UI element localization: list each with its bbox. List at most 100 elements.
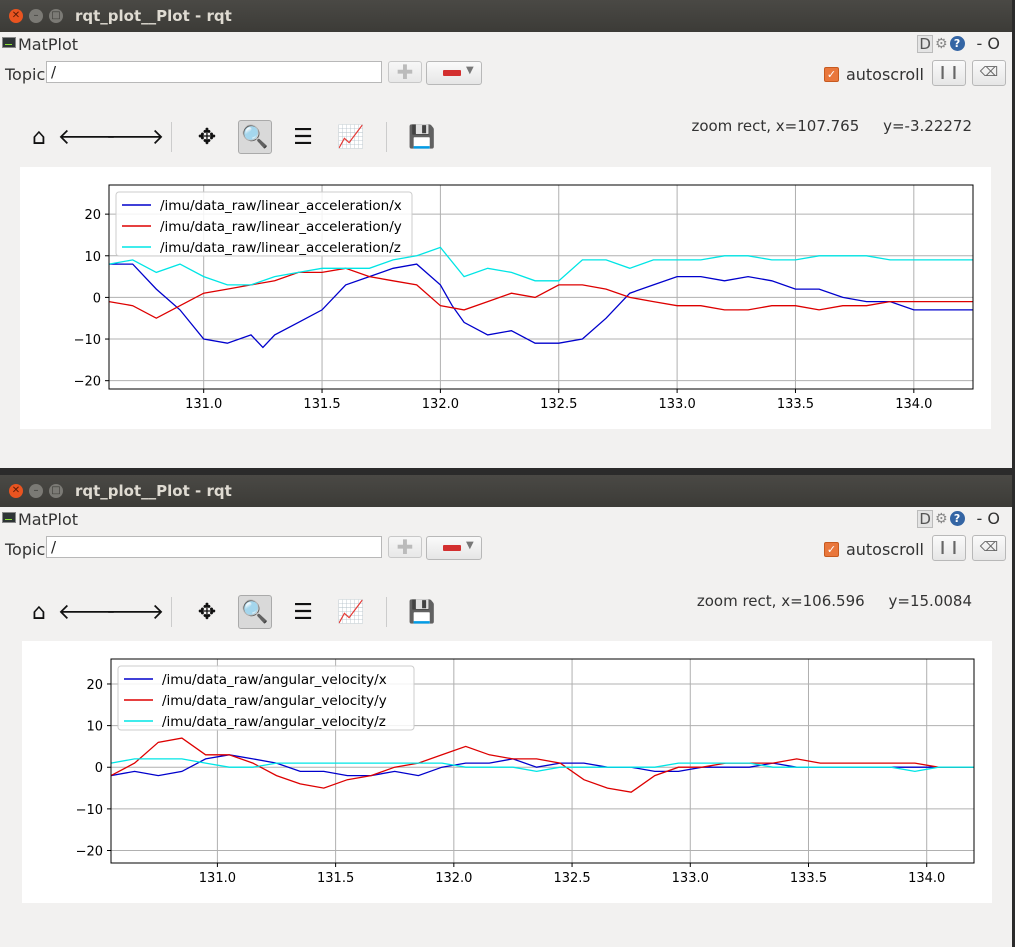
- minimize-window-icon[interactable]: –: [29, 484, 43, 498]
- toolbar-separator: [171, 122, 172, 152]
- plot-canvas[interactable]: 131.0 131.5 132.0 132.5 133.0 133.5 134.0 20 10 0…: [20, 167, 991, 429]
- autoscroll-label: autoscroll: [845, 65, 924, 84]
- subplots-icon[interactable]: ☰: [293, 124, 313, 150]
- legend-entry: /imu/data_raw/angular_velocity/y: [162, 693, 387, 709]
- toolbar-separator: [386, 597, 387, 627]
- plugin-header: MatPlot D ⚙ ? - O: [0, 508, 1012, 530]
- axes-frame: [110, 658, 975, 864]
- remove-topic-button[interactable]: ▼: [426, 536, 482, 560]
- legend: /imu/data_raw/linear_acceleration/x/imu/…: [115, 191, 413, 257]
- autoscroll-checkbox[interactable]: ✓ autoscroll: [823, 540, 924, 559]
- pause-button[interactable]: ❙❙: [932, 60, 966, 86]
- plugin-label: MatPlot: [18, 510, 79, 529]
- series-line-3: [110, 758, 974, 773]
- legend-entry: /imu/data_raw/angular_velocity/z: [162, 714, 386, 730]
- x-tick-label: 133.0: [672, 871, 709, 886]
- options-menu[interactable]: - O: [976, 34, 1000, 53]
- topic-row: Topic ✚ ▼ ✓ autoscroll ❙❙ ⌫: [0, 534, 1012, 564]
- topic-input[interactable]: [46, 61, 382, 83]
- edit-axis-icon[interactable]: 📈: [337, 124, 365, 150]
- forward-arrow-icon[interactable]: 🡒: [105, 125, 165, 150]
- zoom-icon[interactable]: 🔍: [238, 120, 272, 154]
- matplot-icon: [2, 512, 16, 523]
- toolbar-separator: [386, 122, 387, 152]
- edit-axis-icon[interactable]: 📈: [337, 599, 365, 625]
- subplots-icon[interactable]: ☰: [293, 599, 313, 625]
- plugin-header: MatPlot D ⚙ ? - O: [0, 33, 1012, 55]
- minus-icon: [443, 545, 461, 551]
- y-tick-label: 20: [86, 678, 103, 693]
- add-topic-button[interactable]: ✚: [388, 536, 422, 558]
- save-icon[interactable]: 💾: [408, 599, 436, 625]
- close-window-icon[interactable]: ✕: [9, 484, 23, 498]
- legend: /imu/data_raw/angular_velocity/x/imu/dat…: [117, 665, 415, 731]
- legend-entry: /imu/data_raw/linear_acceleration/y: [160, 219, 402, 235]
- maximize-window-icon[interactable]: □: [49, 9, 63, 23]
- help-icon[interactable]: ?: [949, 511, 965, 526]
- clear-button[interactable]: ⌫: [972, 535, 1006, 561]
- x-tick-label: 131.0: [185, 397, 222, 412]
- legend-entry: /imu/data_raw/angular_velocity/x: [162, 672, 387, 688]
- pan-icon[interactable]: ✥: [197, 124, 217, 150]
- plot-canvas[interactable]: 131.0 131.5 132.0 132.5 133.0 133.5 134.0 20 10 0…: [22, 641, 992, 903]
- y-tick-label: 10: [84, 250, 101, 265]
- gear-icon[interactable]: ⚙: [934, 35, 948, 52]
- options-menu[interactable]: - O: [976, 509, 1000, 528]
- autoscroll-checkbox[interactable]: ✓ autoscroll: [823, 65, 924, 84]
- zoom-status-text: zoom rect, x=107.765 y=-3.22272: [691, 117, 972, 135]
- y-tick-label: −10: [76, 803, 103, 818]
- series-line-1: [110, 754, 974, 777]
- x-tick-label: 131.5: [303, 397, 340, 412]
- legend-box: [115, 191, 413, 257]
- y-tick-label: −20: [76, 845, 103, 860]
- x-tick-label: 132.0: [422, 397, 459, 412]
- home-icon[interactable]: ⌂: [32, 124, 46, 150]
- legend-box: [117, 665, 415, 731]
- save-icon[interactable]: 💾: [408, 124, 436, 150]
- x-tick-label: 133.0: [659, 397, 696, 412]
- topic-input[interactable]: [46, 536, 382, 558]
- matplot-icon: [2, 37, 16, 48]
- x-tick-label: 131.5: [317, 871, 354, 886]
- help-icon[interactable]: ?: [949, 36, 965, 51]
- close-window-icon[interactable]: ✕: [9, 9, 23, 23]
- forward-arrow-icon[interactable]: 🡒: [105, 600, 165, 625]
- gear-icon[interactable]: ⚙: [934, 510, 948, 527]
- topic-row: Topic ✚ ▼ ✓ autoscroll ❙❙ ⌫: [0, 59, 1012, 89]
- chevron-down-icon: ▼: [466, 65, 474, 76]
- x-tick-label: 132.5: [553, 871, 590, 886]
- series-line-3: [108, 246, 973, 286]
- checkbox-check-icon[interactable]: ✓: [823, 542, 839, 557]
- maximize-window-icon[interactable]: □: [49, 484, 63, 498]
- plot-window-1: ✕ – □ rqt_plot__Plot - rqt MatPlot D ⚙ ?…: [0, 0, 1012, 468]
- y-tick-label: 0: [93, 291, 101, 306]
- plot-window-2: ✕ – □ rqt_plot__Plot - rqt MatPlot D ⚙ ?…: [0, 475, 1012, 947]
- zoom-status-text: zoom rect, x=106.596 y=15.0084: [696, 592, 972, 610]
- y-tick-label: 0: [95, 761, 103, 776]
- add-topic-button[interactable]: ✚: [388, 61, 422, 83]
- title-bar: ✕ – □ rqt_plot__Plot - rqt: [0, 0, 1012, 32]
- y-tick-label: −20: [74, 375, 101, 390]
- docked-d-icon[interactable]: D: [917, 509, 933, 528]
- remove-topic-button[interactable]: ▼: [426, 61, 482, 85]
- x-tick-label: 133.5: [790, 871, 827, 886]
- title-bar: ✕ – □ rqt_plot__Plot - rqt: [0, 475, 1012, 507]
- line-chart[interactable]: 131.0 131.5 132.0 132.5 133.0 133.5 134.0 20 10 0…: [22, 641, 992, 903]
- minimize-window-icon[interactable]: –: [29, 9, 43, 23]
- back-arrow-icon[interactable]: 🡐: [57, 600, 117, 625]
- clear-button[interactable]: ⌫: [972, 60, 1006, 86]
- line-chart[interactable]: 131.0 131.5 132.0 132.5 133.0 133.5 134.0 20 10 0…: [20, 167, 991, 429]
- series-line-2: [108, 267, 973, 319]
- topic-label: Topic: [5, 65, 46, 84]
- y-tick-label: 20: [84, 208, 101, 223]
- checkbox-check-icon[interactable]: ✓: [823, 67, 839, 82]
- y-tick-label: 10: [86, 720, 103, 735]
- pause-button[interactable]: ❙❙: [932, 535, 966, 561]
- back-arrow-icon[interactable]: 🡐: [57, 125, 117, 150]
- pan-icon[interactable]: ✥: [197, 599, 217, 625]
- docked-d-icon[interactable]: D: [917, 34, 933, 53]
- home-icon[interactable]: ⌂: [32, 599, 46, 625]
- zoom-icon[interactable]: 🔍: [238, 595, 272, 629]
- minus-icon: [443, 70, 461, 76]
- x-tick-label: 132.0: [435, 871, 472, 886]
